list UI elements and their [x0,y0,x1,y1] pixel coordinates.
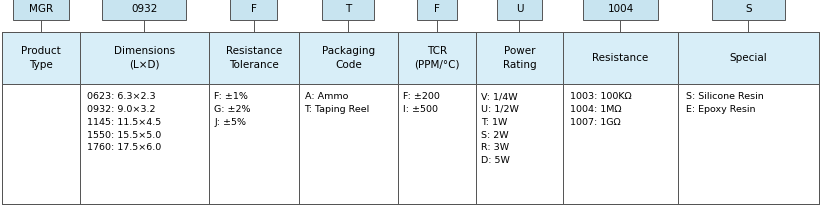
Bar [299,32,398,84]
Bar [475,32,563,84]
Bar [398,32,475,84]
Bar [103,0,186,20]
Bar [209,84,299,204]
Text: Special: Special [730,53,767,63]
Bar [398,84,475,204]
Bar [417,0,457,20]
Bar [13,0,69,20]
Bar [209,32,299,84]
Bar [563,84,677,204]
Bar [323,0,374,20]
Text: F: ±200
I: ±500: F: ±200 I: ±500 [403,92,439,114]
Text: 1004: 1004 [608,4,634,14]
Bar [563,32,677,84]
Text: 0623: 6.3×2.3
0932: 9.0×3.2
1145: 11.5×4.5
1550: 15.5×5.0
1760: 17.5×6.0: 0623: 6.3×2.3 0932: 9.0×3.2 1145: 11.5×4… [87,92,162,152]
Bar [2,84,80,204]
Text: 1003: 100KΩ
1004: 1MΩ
1007: 1GΩ: 1003: 100KΩ 1004: 1MΩ 1007: 1GΩ [570,92,632,127]
Bar [80,84,209,204]
Bar [497,0,542,20]
Text: V: 1/4W
U: 1/2W
T: 1W
S: 2W
R: 3W
D: 5W: V: 1/4W U: 1/2W T: 1W S: 2W R: 3W D: 5W [481,92,519,165]
Bar [677,84,819,204]
Text: F: F [434,4,440,14]
Text: S: S [745,4,752,14]
Text: Product
Type: Product Type [21,46,61,70]
Text: Packaging
Code: Packaging Code [322,46,375,70]
Text: Dimensions
(L×D): Dimensions (L×D) [114,46,175,70]
Text: F: F [251,4,257,14]
Bar [2,32,819,204]
Bar [583,0,658,20]
Bar [712,0,785,20]
Text: Resistance: Resistance [592,53,649,63]
Bar [677,32,819,84]
Bar [2,32,80,84]
Text: MGR: MGR [29,4,53,14]
Text: U: U [516,4,523,14]
Text: Resistance
Tolerance: Resistance Tolerance [226,46,282,70]
Text: 0932: 0932 [131,4,158,14]
Bar [80,32,209,84]
Text: TCR
(PPM/°C): TCR (PPM/°C) [414,46,460,70]
Text: T: T [345,4,351,14]
Bar [299,84,398,204]
Text: F: ±1%
G: ±2%
J: ±5%: F: ±1% G: ±2% J: ±5% [214,92,251,127]
Bar [231,0,277,20]
Bar [475,84,563,204]
Text: S: Silicone Resin
E: Epoxy Resin: S: Silicone Resin E: Epoxy Resin [686,92,764,114]
Text: Power
Rating: Power Rating [502,46,536,70]
Text: A: Ammo
T: Taping Reel: A: Ammo T: Taping Reel [305,92,369,114]
